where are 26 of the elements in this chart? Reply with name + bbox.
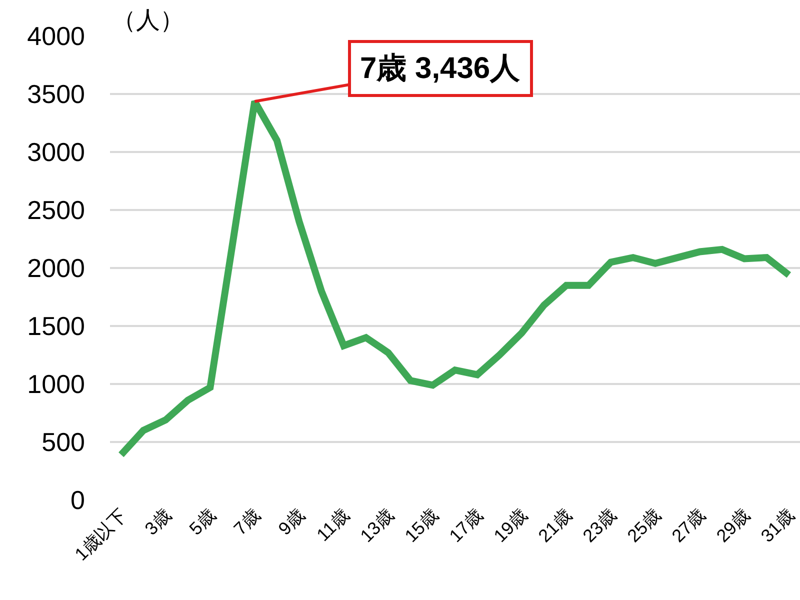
x-tick-label: 15歳 — [400, 505, 442, 546]
x-tick-label: 11歳 — [312, 505, 353, 546]
x-tick-label: 19歳 — [490, 505, 531, 546]
y-tick-label: 500 — [42, 427, 85, 458]
annotation: 7歳 3,436人 — [360, 52, 522, 85]
x-tick-label: 27歳 — [668, 505, 710, 546]
x-tick-label: 21歳 — [534, 505, 576, 546]
y-tick-label: 3500 — [27, 79, 85, 110]
x-tick-label: 7歳 — [230, 505, 264, 539]
y-tick-label: 1500 — [27, 311, 85, 342]
x-tick-label: 9歳 — [274, 505, 308, 539]
x-tick-label: 17歳 — [445, 505, 486, 546]
x-tick-label: 25歳 — [623, 505, 665, 546]
y-tick-label: 4000 — [27, 21, 85, 52]
x-tick-label: 29歳 — [712, 505, 754, 546]
y-tick-label: 1000 — [27, 369, 85, 400]
y-tick-label: 2500 — [27, 195, 85, 226]
y-tick-label: 2000 — [27, 253, 85, 284]
y-tick-label: 3000 — [27, 137, 85, 168]
x-tick-label: 3歳 — [140, 505, 175, 539]
y-axis-title: （人） — [112, 7, 184, 34]
x-tick-label: 5歳 — [185, 505, 220, 539]
x-tick-label: 31歳 — [757, 505, 798, 546]
y-tick-label: 0 — [70, 485, 85, 516]
x-tick-label: 13歳 — [356, 505, 398, 546]
x-tick-label: 23歳 — [578, 505, 620, 546]
